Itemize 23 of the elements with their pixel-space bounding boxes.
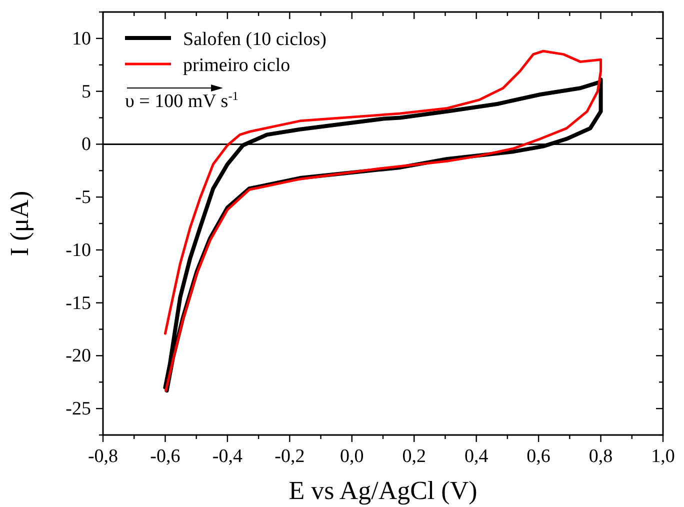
x-tick-label: 0,4: [464, 446, 489, 467]
annotation: υ = 100 mV s$^{-1}$: [125, 89, 238, 112]
x-tick-label: -0,2: [274, 446, 305, 467]
y-tick-label: 10: [72, 28, 91, 50]
y-tick-label: 0: [82, 134, 91, 156]
y-tick-label: -10: [66, 240, 91, 261]
x-tick-label: 0,0: [340, 446, 364, 467]
legend-label: Salofen (10 ciclos): [183, 29, 327, 50]
legend-label: primeiro ciclo: [183, 55, 290, 76]
y-tick-label: -25: [66, 398, 91, 420]
y-tick-label: -20: [66, 346, 91, 367]
x-tick-label: 1,0: [651, 446, 675, 467]
x-tick-label: 0,8: [588, 446, 613, 467]
y-tick-label: 5: [82, 81, 91, 102]
x-axis-title: E vs Ag/AgCl (V): [288, 476, 478, 505]
y-tick-label: -5: [75, 187, 91, 208]
x-tick-label: 0,2: [402, 446, 426, 467]
y-axis-title: I (μA): [5, 190, 34, 256]
x-tick-label: -0,8: [88, 446, 118, 467]
x-tick-label: -0,6: [150, 446, 180, 467]
x-tick-label: 0,6: [526, 446, 550, 467]
x-tick-label: -0,4: [212, 446, 243, 467]
y-tick-label: -15: [66, 292, 91, 314]
